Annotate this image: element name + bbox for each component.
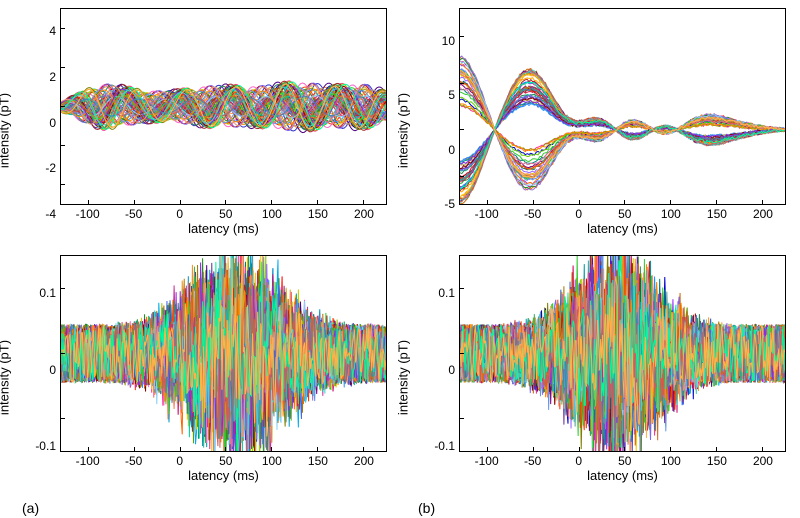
xtick: 200 (354, 454, 374, 468)
yticks-bot-left: -0.1 0 0.1 (26, 255, 60, 484)
ylabel: intensity (pT) (396, 92, 411, 167)
xtick: 100 (262, 454, 282, 468)
xlabel: latency (ms) (459, 221, 786, 237)
xtick: 0 (176, 454, 183, 468)
plot-bot-left (60, 255, 387, 452)
panel-top-right: intensity (pT) -50510 -100-5005010015020… (407, 8, 786, 237)
ytick: 0 (49, 116, 56, 130)
xtick: -50 (524, 207, 541, 221)
chart-grid: intensity (pT) -4-2024 -100-500501001502… (0, 0, 800, 490)
xticks-bot-right: -100 -50 0 50 100 150 200 (459, 452, 786, 468)
plot-top-left (60, 8, 387, 205)
yticks-bot-right: -0.1 0 0.1 (425, 255, 459, 484)
xtick: -100 (76, 207, 100, 221)
ytick: 0 (448, 363, 455, 377)
xtick: 50 (219, 454, 232, 468)
ylabel: intensity (pT) (0, 339, 12, 414)
xticks-top-left: -100 -50 0 50 100 150 200 (60, 205, 387, 221)
ytick: 2 (49, 70, 56, 84)
xlabel: latency (ms) (459, 468, 786, 484)
xtick: 0 (575, 454, 582, 468)
xtick: -50 (524, 454, 541, 468)
xtick: 100 (661, 454, 681, 468)
xtick: 0 (575, 207, 582, 221)
xtick: -100 (76, 454, 100, 468)
panel-bot-left: intensity (pT) -0.100.1 -100-50050100150… (8, 255, 387, 484)
ytick: 0 (49, 363, 56, 377)
ylabel: intensity (pT) (0, 92, 12, 167)
xlabel: latency (ms) (60, 221, 387, 237)
xtick: -50 (125, 207, 142, 221)
xtick: -50 (125, 454, 142, 468)
xtick: -100 (475, 454, 499, 468)
xtick: 100 (661, 207, 681, 221)
xtick: 150 (308, 207, 328, 221)
sub-labels: (a) (b) (0, 494, 800, 516)
ytick: -0.1 (434, 439, 455, 453)
yticks-top-left: -4 -2 0 2 4 (26, 8, 60, 237)
ytick: 5 (448, 88, 455, 102)
ytick: -2 (45, 161, 56, 175)
xlabel: latency (ms) (60, 468, 387, 484)
xtick: 50 (618, 207, 631, 221)
ytick: -4 (45, 207, 56, 221)
sublabel-a: (a) (22, 500, 39, 516)
xticks-bot-left: -100 -50 0 50 100 150 200 (60, 452, 387, 468)
ytick: 4 (49, 24, 56, 38)
xtick: 100 (262, 207, 282, 221)
xtick: 0 (176, 207, 183, 221)
ytick: 0 (448, 143, 455, 157)
xtick: 150 (308, 454, 328, 468)
ytick: 0.1 (39, 286, 56, 300)
xtick: 50 (618, 454, 631, 468)
ytick: 10 (442, 34, 455, 48)
xtick: 200 (753, 454, 773, 468)
sublabel-b: (b) (418, 500, 435, 516)
xticks-top-right: -100 -50 0 50 100 150 200 (459, 205, 786, 221)
panel-bot-right: intensity (pT) -0.100.1 -100-50050100150… (407, 255, 786, 484)
yticks-top-right: -5 0 5 10 (425, 8, 459, 237)
ytick: 0.1 (438, 286, 455, 300)
xtick: 150 (707, 207, 727, 221)
xtick: 200 (354, 207, 374, 221)
ylabel: intensity (pT) (396, 339, 411, 414)
plot-top-right (459, 8, 786, 205)
xtick: 150 (707, 454, 727, 468)
panel-top-left: intensity (pT) -4-2024 -100-500501001502… (8, 8, 387, 237)
ytick: -0.1 (35, 439, 56, 453)
xtick: -100 (475, 207, 499, 221)
xtick: 200 (753, 207, 773, 221)
ytick: -5 (444, 197, 455, 211)
xtick: 50 (219, 207, 232, 221)
plot-bot-right (459, 255, 786, 452)
